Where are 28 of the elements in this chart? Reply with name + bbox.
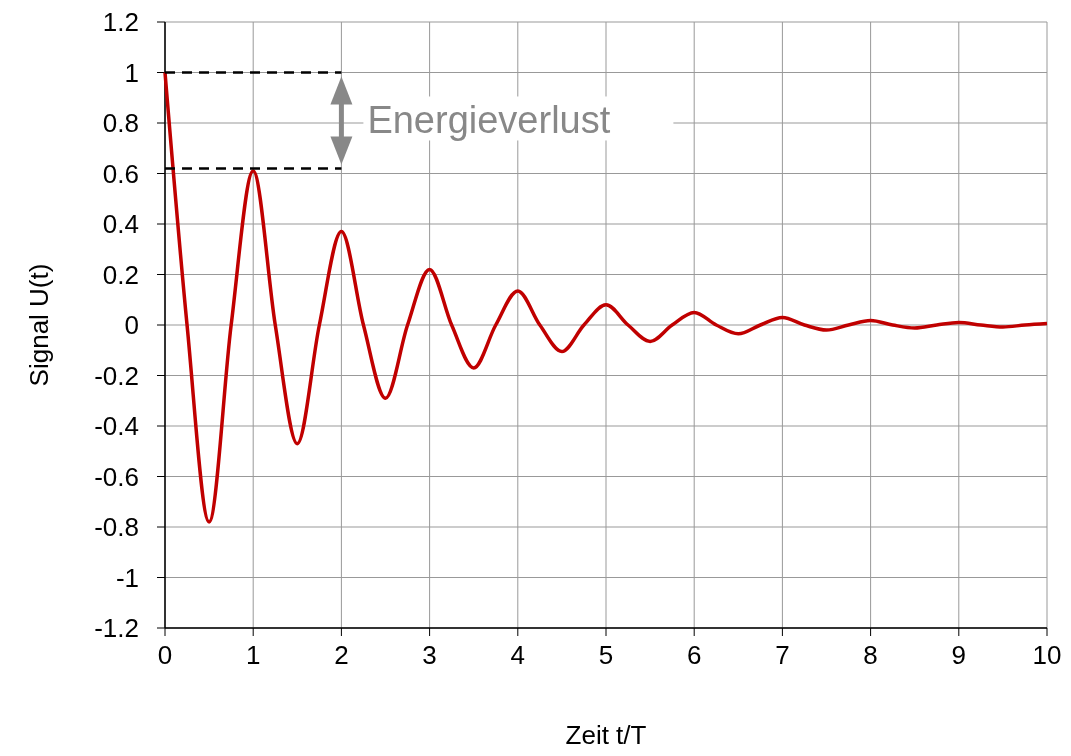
y-axis-title: Signal U(t)	[24, 263, 54, 387]
x-tick-label: 10	[1032, 640, 1062, 670]
x-tick-label: 3	[422, 640, 437, 670]
x-tick-label: 6	[686, 640, 702, 670]
x-tick-label: 1	[245, 640, 261, 670]
y-tick-label: -1	[115, 562, 139, 593]
y-tick-label: -1.2	[94, 613, 139, 643]
y-tick-label: -0.4	[94, 411, 139, 441]
y-tick-label: 0.8	[102, 108, 139, 138]
x-tick-label: 8	[863, 640, 878, 670]
annotation: Energieverlust	[367, 99, 611, 142]
x-tick-label: 7	[775, 640, 790, 670]
x-tick-label: 4	[510, 640, 526, 670]
y-tick-label: 0.6	[102, 158, 139, 189]
y-tick-label: -0.6	[94, 461, 139, 492]
x-tick-label: 5	[598, 640, 614, 670]
y-tick-label: 1	[124, 57, 139, 88]
line-series	[163, 70, 1049, 524]
y-tick-label: -0.8	[94, 512, 139, 542]
y-tick-label: 0	[124, 310, 139, 340]
y-tick-label: 1.2	[102, 7, 139, 37]
y-tick-label: 0.4	[102, 209, 139, 239]
x-axis-title: Zeit t/T	[565, 720, 647, 750]
x-tick-label: 0	[157, 640, 173, 670]
x-tick-label: 9	[951, 640, 967, 670]
x-tick-label: 2	[334, 640, 349, 670]
y-tick-label: 0.2	[102, 259, 139, 290]
y-tick-label: -0.2	[94, 360, 139, 391]
